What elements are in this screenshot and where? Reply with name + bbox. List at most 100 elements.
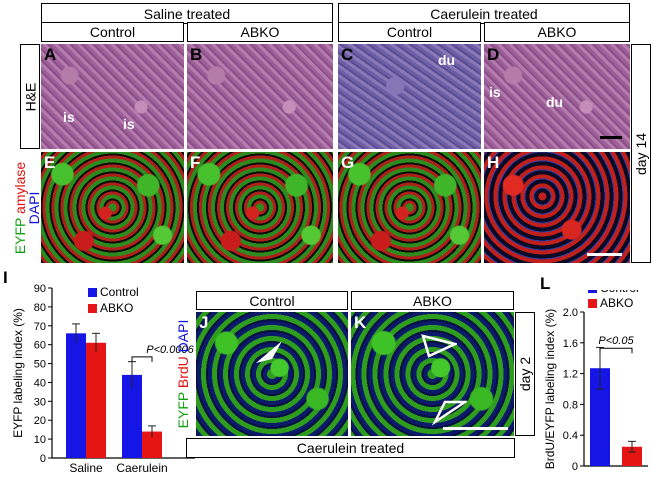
jk-header-abko: ABKO (351, 291, 514, 310)
col-header-control-caerulein: Control (338, 22, 481, 42)
bar-abko (622, 446, 642, 466)
scale-bar (600, 136, 622, 139)
col-header-control-saline: Control (41, 22, 184, 42)
panel-k-image: K (351, 312, 514, 436)
y-tick-label: 90 (34, 283, 46, 295)
y-tick-label: 80 (34, 302, 46, 314)
panel-j-label: J (199, 313, 209, 332)
label-dapi: DAPI (26, 191, 42, 225)
label-dapi: DAPI (175, 319, 191, 353)
day2-text: day 2 (517, 356, 533, 392)
legend-swatch-control (88, 288, 97, 297)
panel-f-image: F (187, 152, 333, 263)
legend-label-control: Control (100, 285, 139, 299)
header-caerulein-text: Caerulein treated (430, 5, 538, 22)
panel-a-image: A is is (41, 44, 184, 149)
significance-bracket (599, 347, 633, 354)
bar-control (66, 333, 86, 458)
arrowhead-filled (256, 341, 282, 363)
row-label-fluorescence: EYFP amylase DAPI (2, 152, 42, 264)
legend-label-abko: ABKO (600, 296, 633, 310)
panel-h-label: H (487, 153, 500, 172)
col-abko-saline-text: ABKO (240, 24, 280, 40)
legend-label-abko: ABKO (100, 301, 133, 315)
y-tick-label: 60 (34, 340, 46, 352)
y-tick-label: 20 (34, 415, 46, 427)
panel-c-image: C du (338, 44, 481, 149)
jk-abko-text: ABKO (413, 292, 452, 309)
y-tick-label: 50 (34, 359, 46, 371)
bar-control (590, 368, 610, 466)
col-abko-caerulein-text: ABKO (537, 24, 577, 40)
annotation-du: du (438, 52, 456, 68)
p-value-annotation: P<0.0006 (146, 344, 194, 356)
panel-a-label: A (44, 45, 57, 64)
jk-stain-label: EYFP BrdU DAPI (172, 312, 194, 436)
legend-swatch-control (588, 290, 597, 293)
panel-b-label: B (190, 45, 203, 64)
col-control-saline-text: Control (89, 24, 136, 40)
day14-text: day 14 (633, 132, 650, 175)
panel-b-image: B (187, 44, 333, 149)
y-tick-label: 0 (572, 461, 578, 473)
day14-label: day 14 (631, 44, 651, 263)
y-tick-label: 10 (34, 434, 46, 446)
panel-g-image: G (338, 152, 481, 263)
annotation-is: is (489, 84, 501, 100)
bar-abko (86, 342, 106, 458)
y-axis-label: BrdU/EYFP labeling index (%) (543, 309, 557, 470)
col-header-abko-caerulein: ABKO (484, 22, 630, 42)
y-axis-label: EYFP labeling index (%) (11, 308, 25, 438)
panel-i-label: I (3, 268, 8, 287)
y-tick-label: 0.8 (563, 399, 578, 411)
chart-i: 0 10 20 30 40 50 60 70 80 90 EYFP labeling index (… (11, 283, 195, 475)
x-tick-label: Saline (69, 461, 103, 475)
y-tick-label: 1.2 (563, 369, 578, 381)
bar-control (122, 374, 142, 458)
day2-label: day 2 (515, 312, 535, 436)
jk-footer-caerulein-treated: Caerulein treated (186, 438, 515, 458)
panel-l-label: L (540, 274, 551, 293)
jk-footer-text: Caerulein treated (296, 440, 405, 456)
col-header-abko-saline: ABKO (187, 22, 333, 42)
legend-swatch-abko (588, 299, 597, 308)
y-tick-label: 70 (34, 321, 46, 333)
panel-d-label: D (487, 45, 500, 64)
header-saline-treated: Saline treated (41, 3, 333, 24)
label-eyfp: EYFP (175, 392, 191, 429)
legend-label-control: Control (600, 290, 639, 295)
panel-f-label: F (190, 153, 201, 172)
header-caerulein-treated: Caerulein treated (338, 3, 630, 24)
arrowhead-open (431, 400, 467, 426)
row-label-he: H&E (20, 44, 40, 149)
legend-swatch-abko (88, 304, 97, 313)
header-saline-text: Saline treated (143, 5, 231, 22)
panel-e-label: E (44, 153, 56, 172)
arrowhead-open (421, 334, 457, 358)
annotation-du: du (546, 94, 564, 110)
x-tick-label: Caerulein (116, 461, 167, 475)
panel-k-label: K (354, 313, 367, 332)
panel-g-label: G (341, 153, 355, 172)
y-tick-label: 0.4 (563, 430, 578, 442)
scale-bar (443, 427, 508, 430)
y-tick-label: 30 (34, 396, 46, 408)
panel-h-image: H (484, 152, 630, 263)
col-control-caerulein-text: Control (386, 24, 433, 40)
y-tick-label: 0 (40, 453, 46, 465)
p-value-annotation: P<0.05 (598, 335, 634, 347)
panel-c-label: C (341, 45, 354, 64)
y-tick-label: 1.6 (563, 338, 578, 350)
panel-e-image: E (41, 152, 184, 263)
row-he-text: H&E (22, 82, 39, 111)
panel-d-image: D is du (484, 44, 630, 149)
significance-bracket (131, 356, 153, 362)
y-tick-label: 40 (34, 377, 46, 389)
chart-l: 0 0.4 0.8 1.2 1.6 2.0 BrdU/EYFP labeling index… (543, 290, 648, 473)
panel-j-image: J (196, 312, 348, 436)
jk-header-control: Control (196, 291, 348, 310)
bar-abko (142, 431, 162, 458)
annotation-is: is (63, 109, 75, 125)
scale-bar (587, 253, 622, 256)
annotation-is: is (123, 116, 135, 132)
